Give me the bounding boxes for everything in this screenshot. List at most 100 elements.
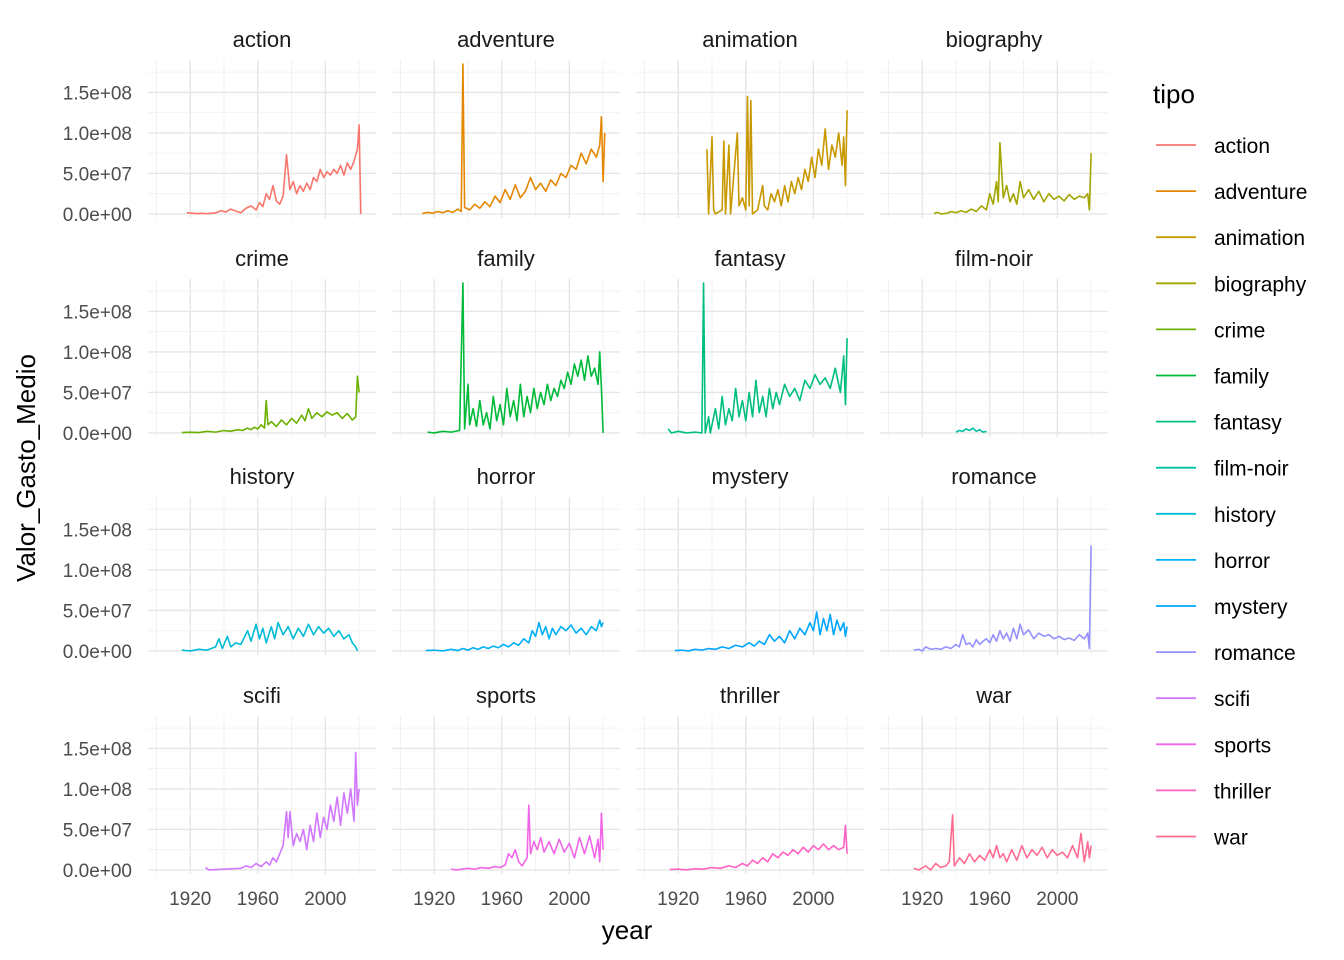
series-line-biography — [933, 141, 1092, 215]
x-tick-label: 1920 — [413, 889, 455, 910]
x-tick-label: 1920 — [657, 889, 699, 910]
x-tick-label: 2000 — [548, 889, 590, 910]
legend-item-family: family — [1156, 366, 1269, 389]
facet-panel-family — [392, 279, 620, 437]
facet-panel-mystery — [636, 497, 864, 655]
facet-title-thriller: thriller — [720, 683, 780, 708]
facet-panel-film-noir — [880, 279, 1108, 437]
x-tick-label: 1960 — [237, 889, 279, 910]
legend-item-biography: biography — [1156, 273, 1307, 296]
y-tick-label: 5.0e+07 — [63, 164, 132, 185]
facet-title-history: history — [230, 464, 295, 489]
facet-title-war: war — [975, 683, 1011, 708]
legend-label-horror: horror — [1214, 550, 1270, 573]
legend-item-war: war — [1156, 827, 1248, 850]
legend-item-action: action — [1156, 135, 1270, 158]
legend-label-thriller: thriller — [1214, 780, 1271, 803]
x-tick-label: 1960 — [969, 889, 1011, 910]
legend-label-biography: biography — [1214, 273, 1307, 296]
y-tick-label: 1.5e+08 — [63, 520, 132, 541]
facet-title-mystery: mystery — [712, 464, 789, 489]
y-tick-label: 1.0e+08 — [63, 343, 132, 364]
x-tick-label: 2000 — [792, 889, 834, 910]
series-line-war — [913, 814, 1092, 871]
facet-titles: action adventure animation biography crime fa… — [230, 27, 1043, 708]
facet-panel-history — [148, 497, 376, 655]
series-line-adventure — [422, 63, 606, 215]
series-line-mystery — [674, 611, 848, 652]
facet-title-family: family — [477, 246, 534, 271]
facet-title-animation: animation — [702, 27, 797, 52]
legend-label-romance: romance — [1214, 642, 1296, 665]
facet-panels — [148, 60, 1108, 874]
y-tick-labels: 0.0e+00 5.0e+07 1.0e+08 1.5e+08 0.0e+00 5.0e+… — [63, 83, 132, 882]
series-line-sports — [450, 804, 604, 871]
y-axis-title: Valor_Gasto_Medio — [11, 354, 41, 582]
legend-label-adventure: adventure — [1214, 181, 1307, 204]
y-tick-label: 1.0e+08 — [63, 780, 132, 801]
series-line-thriller — [669, 824, 848, 871]
legend-label-history: history — [1214, 504, 1276, 527]
facet-title-fantasy: fantasy — [715, 246, 786, 271]
legend-label-fantasy: fantasy — [1214, 412, 1282, 435]
legend-title: tipo — [1153, 79, 1195, 109]
series-line-animation — [706, 95, 848, 215]
facet-panel-biography — [880, 60, 1108, 218]
legend-item-thriller: thriller — [1156, 780, 1271, 803]
facet-title-romance: romance — [951, 464, 1037, 489]
facet-title-action: action — [233, 27, 292, 52]
y-tick-label: 1.0e+08 — [63, 124, 132, 145]
y-tick-label: 5.0e+07 — [63, 820, 132, 841]
series-line-scifi — [204, 751, 360, 871]
facet-panel-romance — [880, 497, 1108, 655]
legend-label-film-noir: film-noir — [1214, 458, 1289, 481]
legend-label-animation: animation — [1214, 227, 1305, 250]
facet-title-film-noir: film-noir — [955, 246, 1033, 271]
series-line-family — [427, 282, 604, 434]
x-tick-label: 2000 — [304, 889, 346, 910]
x-tick-labels: 1920 1960 2000 1920 1960 2000 1920 1960 2000 1920… — [169, 889, 1078, 910]
legend-label-mystery: mystery — [1214, 596, 1288, 619]
x-tick-label: 1920 — [169, 889, 211, 910]
facet-panel-sports — [392, 716, 620, 874]
facet-title-scifi: scifi — [243, 683, 281, 708]
x-axis-title: year — [602, 915, 653, 945]
facet-panel-war — [880, 716, 1108, 874]
facet-panel-horror — [392, 497, 620, 655]
y-tick-label: 5.0e+07 — [63, 383, 132, 404]
legend-item-sports: sports — [1156, 734, 1271, 757]
legend-label-family: family — [1214, 366, 1269, 389]
legend: tipo action adventure animation biography cr… — [1153, 79, 1307, 850]
x-tick-label: 1960 — [481, 889, 523, 910]
legend-item-history: history — [1156, 504, 1276, 527]
series-line-horror — [425, 619, 604, 652]
facet-panel-crime — [148, 279, 376, 437]
facet-panel-action — [148, 60, 376, 218]
legend-item-romance: romance — [1156, 642, 1296, 665]
series-line-history — [181, 621, 359, 652]
x-tick-label: 1960 — [725, 889, 767, 910]
legend-items: action adventure animation biography crime fa… — [1156, 135, 1307, 850]
y-tick-label: 0.0e+00 — [63, 861, 132, 882]
facet-title-biography: biography — [946, 27, 1043, 52]
facet-title-sports: sports — [476, 683, 536, 708]
legend-item-mystery: mystery — [1156, 596, 1288, 619]
legend-item-film-noir: film-noir — [1156, 458, 1289, 481]
facet-title-adventure: adventure — [457, 27, 555, 52]
series-line-romance — [913, 545, 1092, 652]
x-tick-label: 1920 — [901, 889, 943, 910]
facet-panel-animation — [636, 60, 864, 218]
legend-item-animation: animation — [1156, 227, 1305, 250]
legend-label-crime: crime — [1214, 319, 1265, 342]
series-line-fantasy — [667, 282, 848, 434]
y-tick-label: 5.0e+07 — [63, 601, 132, 622]
facet-panel-thriller — [636, 716, 864, 874]
legend-label-scifi: scifi — [1214, 688, 1250, 711]
y-tick-label: 0.0e+00 — [63, 205, 132, 226]
series-line-crime — [181, 375, 360, 434]
legend-label-sports: sports — [1214, 734, 1271, 757]
series-line-film-noir — [955, 427, 987, 433]
legend-item-crime: crime — [1156, 319, 1265, 342]
y-tick-label: 1.5e+08 — [63, 302, 132, 323]
